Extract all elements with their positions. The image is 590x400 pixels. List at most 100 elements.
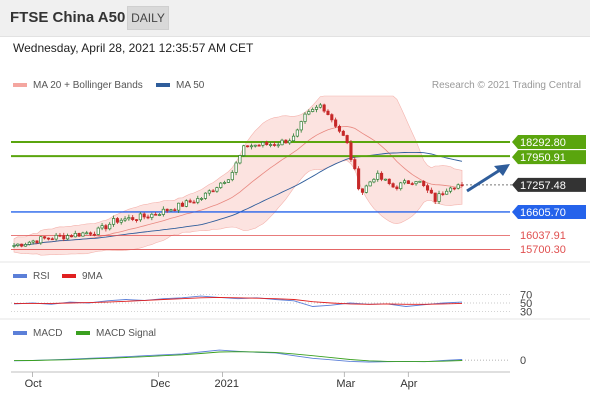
candle [207,190,211,194]
timeframe-tab[interactable]: DAILY [127,6,169,30]
candle [192,201,196,204]
candle [12,245,16,247]
level-label-bg [512,204,586,219]
candle [261,142,265,146]
candle [154,213,158,216]
candle [123,218,127,221]
candle [89,232,93,235]
candle [429,189,433,194]
level-label-bg [512,134,586,149]
candle [364,185,368,193]
legend-label: 9MA [82,271,103,282]
candle [353,159,357,170]
x-tick-label: Dec [151,378,171,390]
candle [31,240,35,243]
x-tick-label: Oct [25,378,42,390]
candle [242,145,246,156]
candle [27,241,31,245]
candle [234,162,238,173]
x-tick-label: Apr [400,378,417,390]
candle [161,208,165,215]
candle [280,139,284,146]
candle [246,145,250,148]
candle [349,142,353,160]
candle [418,180,422,183]
chart-title: FTSE China A50 [10,9,126,26]
x-tick-label: Mar [336,378,355,390]
candle [387,178,391,184]
candle [157,214,162,216]
candle [456,184,460,189]
legend-macd: MACD [13,328,62,339]
candle [66,235,70,240]
level-label-bg [512,150,586,165]
candle [127,217,131,220]
candle [119,219,123,223]
legend-swatch [13,83,27,88]
rsi-level-label: 50 [520,298,532,310]
legend-ma50: MA 50 [156,80,204,91]
legend-swatch [76,331,90,336]
candle [395,186,399,190]
candle [314,106,319,110]
legend-label: MA 20 + Bollinger Bands [33,80,143,91]
candle [414,181,418,185]
candle [257,144,261,147]
candle [452,187,456,190]
candle [81,232,85,237]
candle [165,208,169,212]
level-label-bg [512,177,586,192]
rsi-series-line [14,296,463,305]
candle [85,232,89,235]
candle [357,168,361,190]
candle [284,139,288,144]
bollinger-band [13,95,463,256]
candle [226,179,230,183]
legend-swatch [156,83,170,88]
candle [360,188,364,193]
candle [330,114,334,121]
candle [92,233,96,236]
level-label: 17950.91 [520,152,566,164]
candle [383,178,387,181]
candle [23,244,28,247]
candle [441,193,445,196]
candle [376,172,380,180]
level-label: 15700.30 [520,244,566,256]
candle [177,202,181,211]
candle [268,144,273,146]
candle [425,185,430,191]
forecast-arrow-head [494,164,510,176]
candle [146,216,150,219]
candle [188,200,192,203]
candle [46,237,51,240]
candle [223,182,227,184]
legend-label: RSI [33,271,50,282]
candle [230,172,234,181]
level-label: 16605.70 [520,207,566,219]
candle [337,125,342,132]
level-label: 17257.48 [520,180,566,192]
rsi-level-label: 70 [520,289,532,301]
candle [115,218,119,223]
candle [291,135,296,142]
candle [134,219,139,221]
candle [62,235,66,240]
legend-swatch [13,274,27,279]
candle [303,113,307,122]
timestamp: Wednesday, April 28, 2021 12:35:57 AM CE… [13,41,254,55]
candle [54,234,58,240]
candle [391,183,395,188]
legend-rsi: RSI [13,271,50,282]
candle [39,236,43,244]
candle [265,142,269,146]
candle [69,235,73,238]
candle [276,144,280,147]
ma50-line [13,151,463,246]
rsi-level-label: 30 [520,307,532,319]
candle [108,223,112,230]
candle [445,190,449,195]
candle [138,213,142,221]
candle [100,225,104,229]
candle [410,183,414,185]
